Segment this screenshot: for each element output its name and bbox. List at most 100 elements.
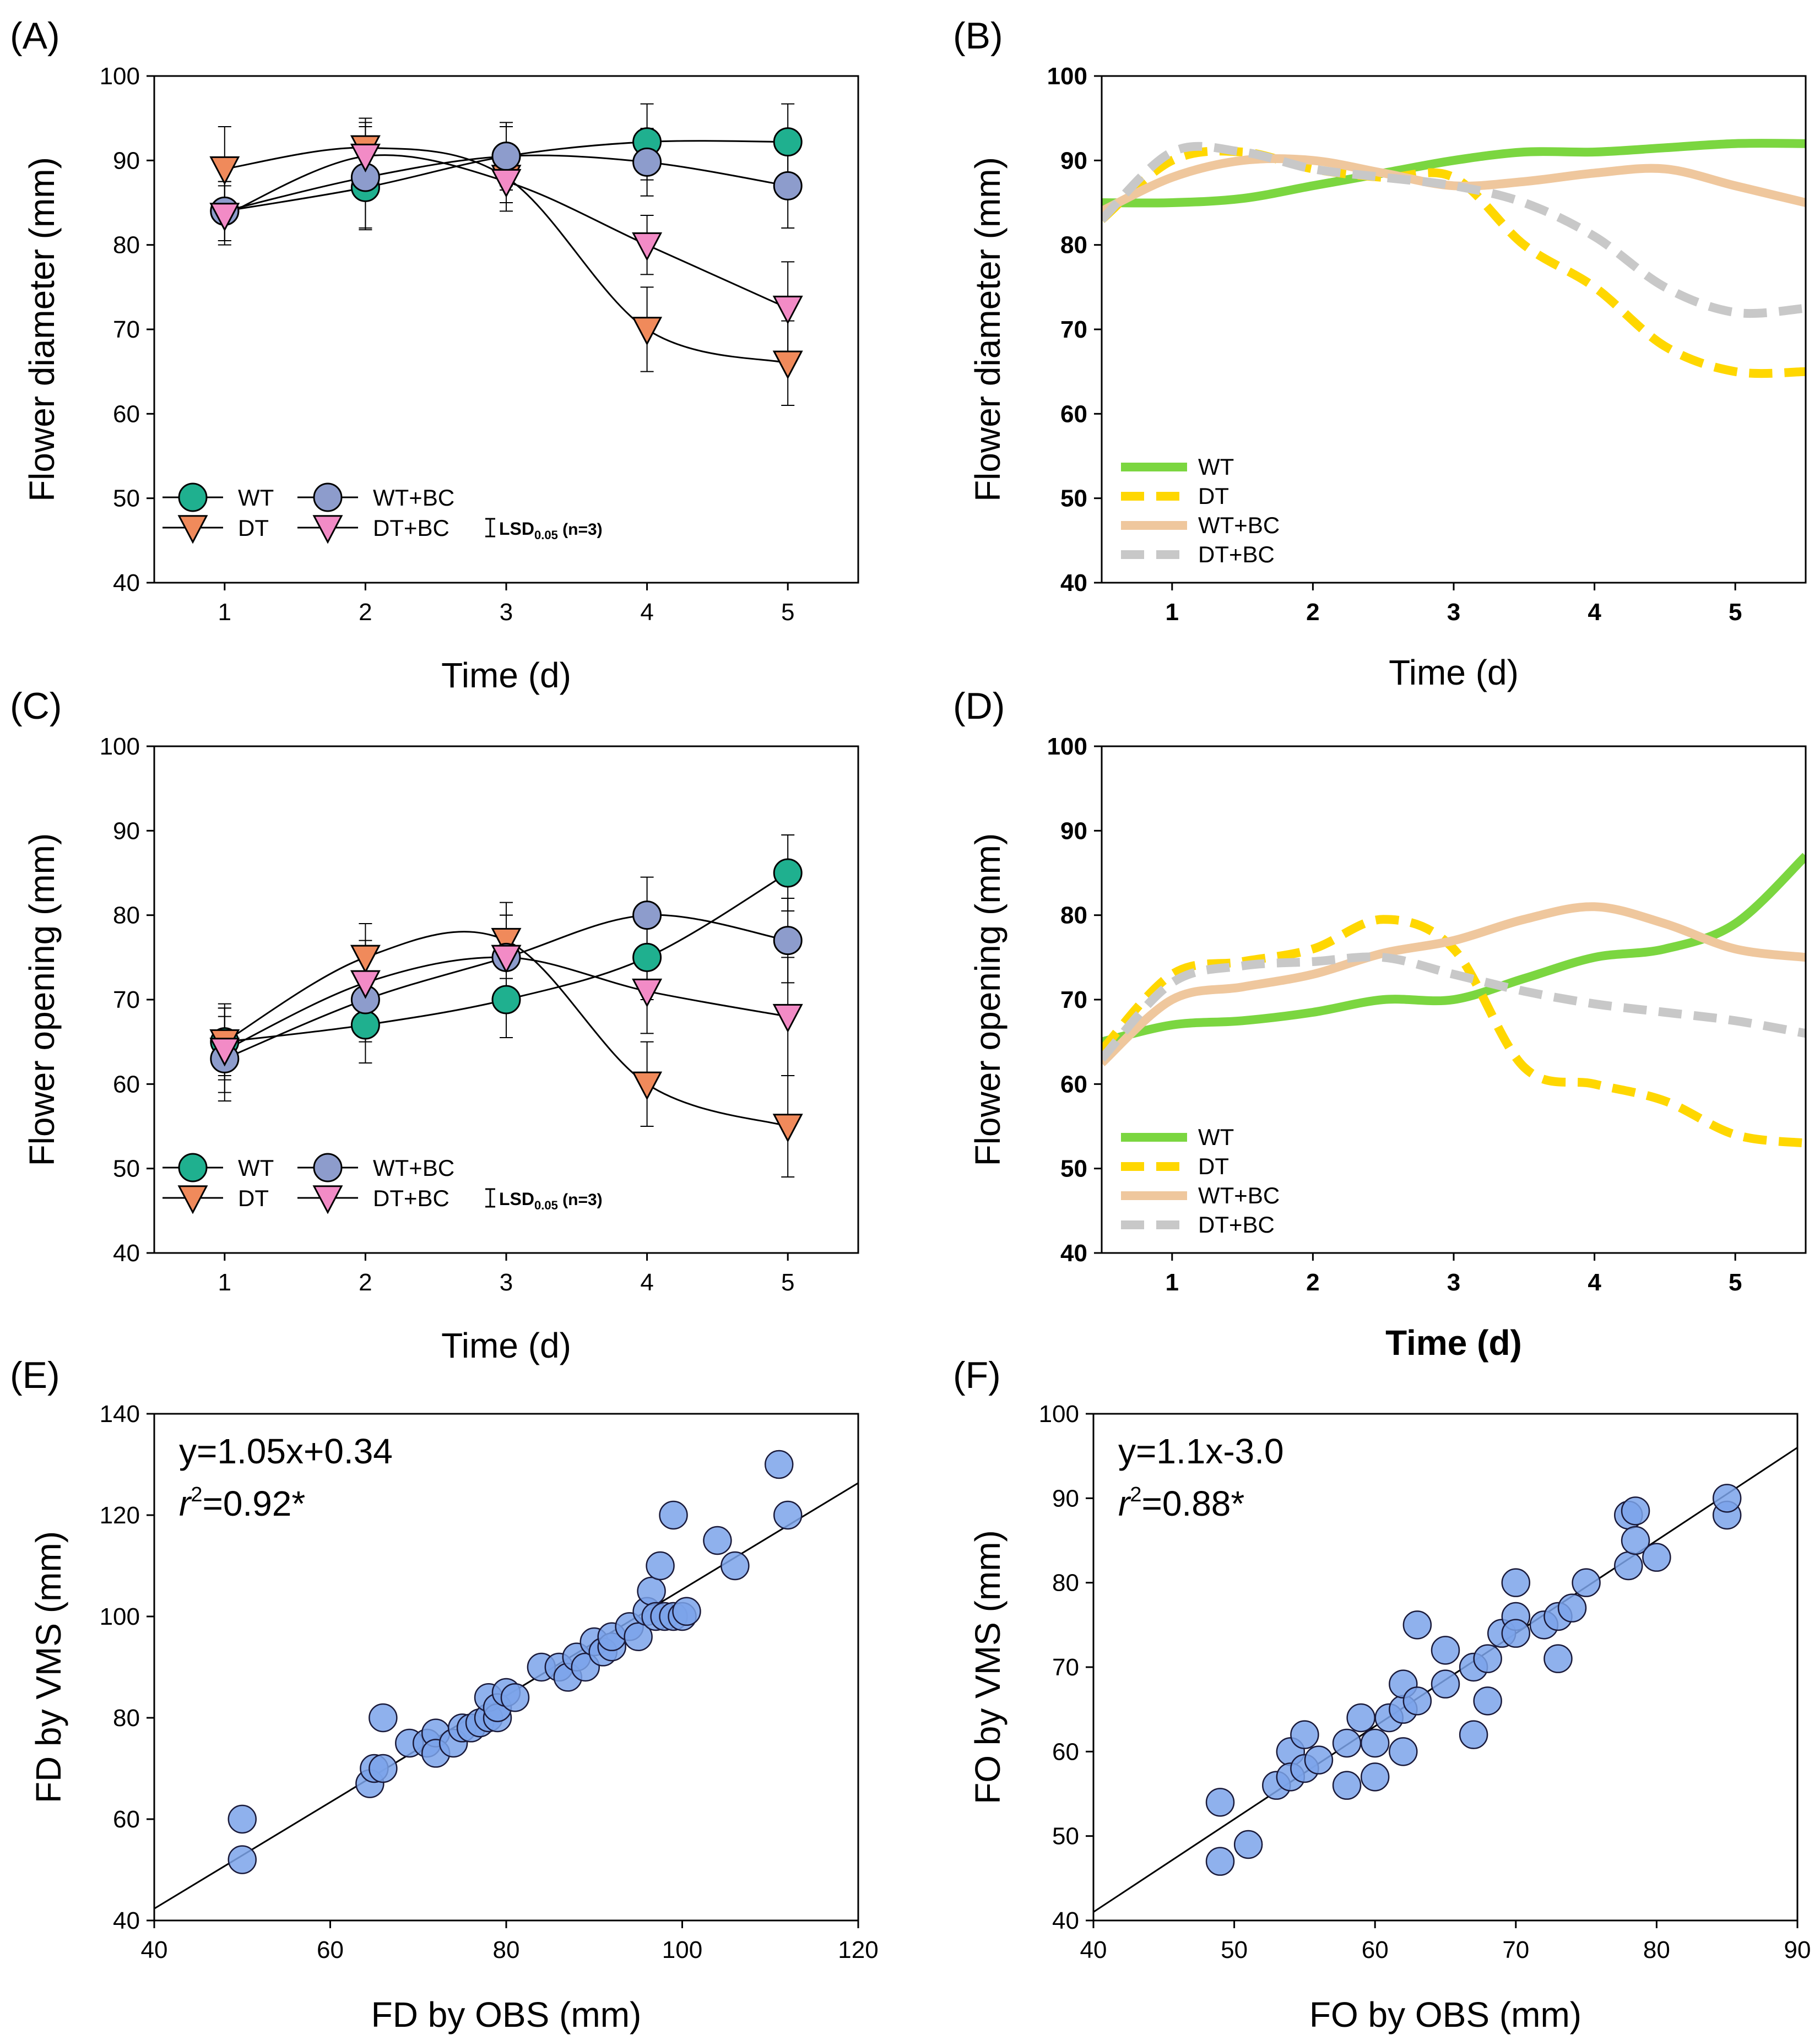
y-tick-label: 100 [1039,1401,1079,1428]
y-tick-label: 80 [1060,902,1087,929]
y-tick-label: 60 [1060,400,1087,427]
y-tick-label: 40 [113,1907,140,1934]
plot-frame [153,745,859,1254]
y-tick-label: 40 [1060,1240,1087,1267]
plot-frame [1101,745,1807,1254]
data-point [1304,1745,1334,1775]
data-point [1501,1619,1531,1648]
x-tick-label: 80 [493,1936,520,1963]
marker-wt-plus-bc [773,171,803,200]
legend: WT WT+BC DT DT+BC LSD0.05 (n=3) [162,1153,603,1214]
marker-wt [773,127,803,157]
x-tick-label: 50 [1221,1936,1248,1963]
y-tick-label: 70 [113,986,140,1013]
legend-label: WT [1198,1124,1234,1150]
legend: WT WT+BC DT DT+BC LSD0.05 (n=3) [162,482,603,544]
y-tick-label: 140 [100,1401,140,1428]
plot-area [1093,1447,1797,1913]
y-axis-label: Flower diameter (mm) [968,157,1008,502]
marker-dt-plus-bc [632,232,663,262]
x-tick-label: 3 [500,599,513,626]
data-point [659,1500,688,1530]
x-tick-label: 60 [1362,1936,1389,1963]
x-tick-label: 2 [1306,1269,1319,1296]
x-tick-label: 4 [640,1269,653,1296]
marker-dt-plus-bc [209,203,240,232]
legend-marker [313,482,343,512]
marker-dt [491,927,522,957]
y-tick-label: 100 [100,63,140,90]
marker-dt-plus-bc [772,1003,803,1033]
legend-label: DT [1198,483,1229,509]
y-tick-label: 50 [113,485,140,512]
data-point [1332,1771,1362,1800]
marker-wt [491,985,521,1014]
series-line-dt-plus-bc [1102,952,1806,1062]
x-tick-label: 40 [141,1936,168,1963]
data-point [228,1845,257,1874]
data-point [369,1754,398,1783]
legend-label: WT+BC [1198,512,1280,538]
data-point [1712,1484,1742,1513]
y-tick-label: 70 [113,316,140,343]
data-point [1233,1830,1263,1859]
data-point [1402,1686,1432,1716]
series-line-wt-plus-bc [1102,902,1806,1066]
data-point [1290,1720,1319,1749]
x-tick-label: 5 [781,599,794,626]
panel-f: (F) 40 50 60 70 80 90 40 50 60 70 80 90 100 FO by OBS … [953,1354,1811,2034]
x-tick-label: 2 [359,599,372,626]
y-tick-label: 60 [113,1071,140,1098]
marker-dt [632,317,663,346]
legend-marker [313,1153,343,1182]
legend-marker [177,1185,208,1214]
marker-wt [632,942,662,972]
data-point [1459,1720,1488,1749]
legend-label: WT+BC [1198,1182,1280,1208]
x-tick-label: 5 [781,1269,794,1296]
marker-dt-plus-bc [632,978,663,1008]
legend-label: WT+BC [373,1155,454,1181]
data-point [1501,1568,1531,1597]
data-point [1431,1669,1460,1699]
legend-marker [178,1153,208,1182]
fit-equation: y=1.05x+0.34 [179,1431,393,1471]
data-point [646,1551,675,1581]
data-point [672,1597,701,1626]
legend-marker [178,482,208,512]
lsd-label: LSD0.05 (n=3) [499,519,603,542]
y-tick-label: 50 [1052,1823,1079,1850]
x-tick-label: 2 [359,1269,372,1296]
marker-dt [350,945,381,974]
y-tick-label: 80 [113,1705,140,1732]
x-tick-label: 5 [1729,599,1742,626]
r-superscript: 2 [191,1483,202,1506]
data-point [703,1526,732,1555]
plot-area [1102,139,1806,378]
data-point [1572,1568,1601,1597]
series-line-dt [1102,915,1806,1148]
y-tick-label: 40 [1052,1907,1079,1934]
x-tick-label: 1 [218,599,231,626]
data-point [721,1551,750,1581]
y-axis-label: Flower opening (mm) [22,833,62,1167]
lsd-n: (n=3) [558,520,603,539]
y-tick-label: 50 [1060,1155,1087,1182]
panel-label: (A) [10,15,60,57]
y-tick-label: 90 [1060,817,1087,844]
marker-wt-plus-bc [491,142,521,171]
marker-wt-plus-bc [773,926,803,956]
x-tick-label: 4 [640,599,653,626]
panel-c: (C) 1 2 3 4 5 40 50 60 70 80 90 100 Time (d) Flower op… [10,685,859,1365]
r-symbol: r [179,1484,192,1523]
legend-marker [312,1185,343,1214]
marker-dt-plus-bc [772,295,803,325]
data-point [1621,1526,1650,1555]
x-tick-label: 1 [1166,1269,1179,1296]
marker-dt-plus-bc [491,169,522,198]
data-point [369,1703,398,1733]
plot-frame [153,75,859,584]
y-axis-label: FO by VMS (mm) [968,1530,1008,1804]
plot-area [154,1450,858,1909]
